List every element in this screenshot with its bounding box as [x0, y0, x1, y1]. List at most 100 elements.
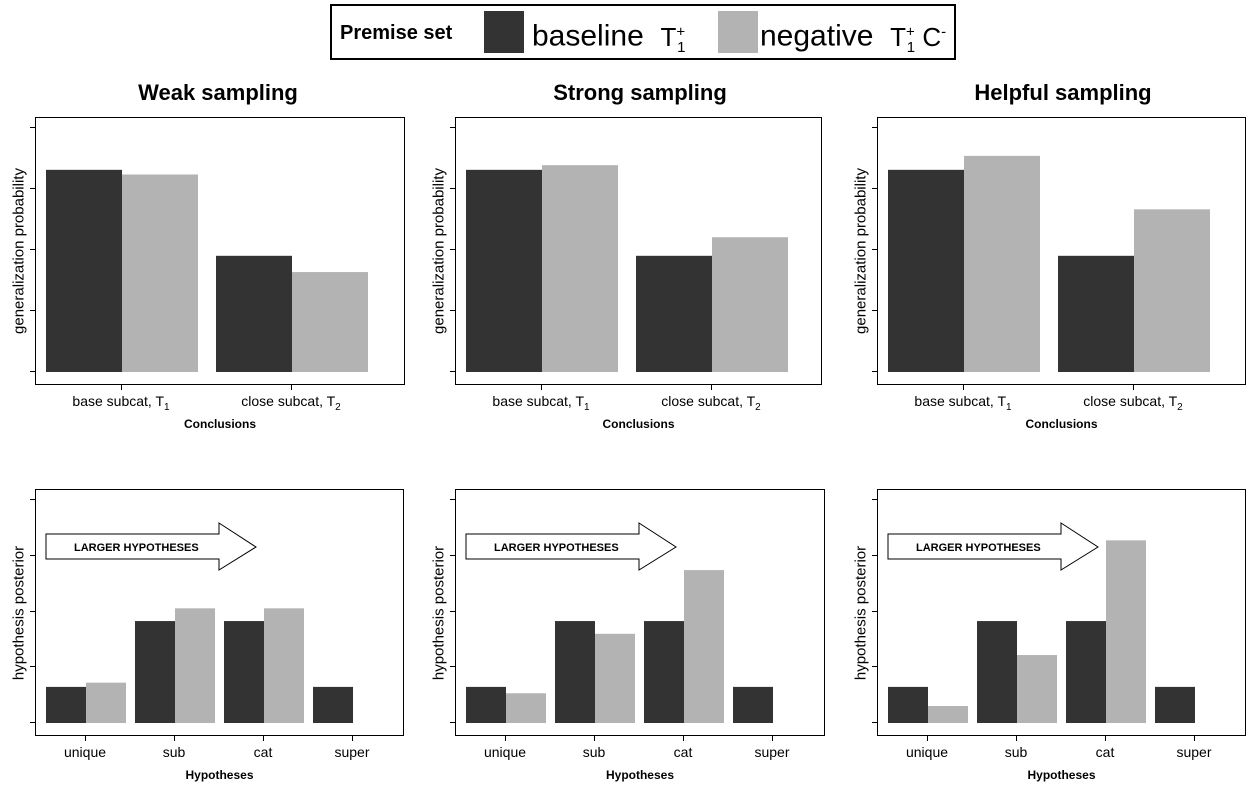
- x-axis-label: Conclusions: [183, 417, 257, 431]
- legend-symbol-negative: T+1 C-: [890, 21, 947, 56]
- legend-swatch-negative: [718, 11, 758, 53]
- bar-baseline: [224, 621, 264, 723]
- plot-area: [455, 117, 822, 385]
- x-tick-label: cat: [253, 744, 273, 760]
- y-axis-tick: [30, 371, 35, 372]
- y-axis-label: generalization probability: [852, 168, 870, 334]
- x-axis-tick: [1105, 736, 1106, 741]
- bar-negative: [122, 174, 198, 372]
- y-axis-tick: [30, 310, 35, 311]
- x-axis-label: Hypotheses: [1027, 768, 1096, 782]
- chart-title: Strong sampling: [553, 80, 727, 105]
- bar-baseline: [1058, 255, 1134, 372]
- x-axis-tick: [594, 736, 595, 741]
- y-axis-label: generalization probability: [10, 168, 28, 334]
- y-axis-tick: [872, 554, 877, 556]
- arrow-shape: [465, 522, 677, 571]
- arrow-label: LARGER HYPOTHESES: [74, 542, 199, 554]
- y-axis-tick: [450, 127, 455, 128]
- bar-baseline: [135, 621, 175, 723]
- legend: Premise set baseline T+1 negative T+1 C-: [330, 4, 956, 60]
- bar-negative: [175, 608, 215, 723]
- arrow-label: LARGER HYPOTHESES: [916, 542, 1041, 554]
- bar-baseline: [733, 686, 773, 723]
- y-axis-tick: [872, 188, 877, 189]
- bar-baseline: [1066, 621, 1106, 723]
- y-axis-tick: [30, 610, 35, 612]
- y-axis-tick: [30, 127, 35, 128]
- legend-title: Premise set: [340, 22, 453, 44]
- bar-baseline: [1155, 686, 1195, 723]
- bar-negative: [292, 272, 368, 372]
- bar-negative: [684, 570, 724, 723]
- chart-marks: LARGER HYPOTHESES: [465, 522, 773, 723]
- bar-baseline: [466, 686, 506, 723]
- chart-marks: LARGER HYPOTHESES: [887, 522, 1195, 723]
- bar-baseline: [888, 169, 964, 372]
- x-axis-tick: [505, 736, 506, 741]
- x-tick-label: base subcat, T1: [914, 393, 1012, 413]
- y-axis-tick: [872, 127, 877, 128]
- y-axis-tick: [872, 371, 877, 372]
- plot-area: LARGER HYPOTHESES: [877, 489, 1246, 736]
- x-tick-label: sub: [582, 744, 606, 760]
- x-tick-label: base subcat, T1: [492, 393, 590, 413]
- x-tick-label: super: [334, 744, 370, 760]
- x-axis-tick: [711, 385, 712, 390]
- y-axis-tick: [872, 310, 877, 311]
- bar-negative: [595, 633, 635, 723]
- x-axis-tick: [1016, 736, 1017, 741]
- bar-negative: [1134, 209, 1210, 372]
- bar-baseline: [888, 686, 928, 723]
- x-axis-label: Hypotheses: [185, 768, 254, 782]
- x-axis-tick: [963, 385, 964, 390]
- x-axis-label: Conclusions: [602, 417, 675, 431]
- x-tick-label: super: [754, 744, 790, 760]
- x-axis-tick: [1133, 385, 1134, 390]
- bar-negative: [542, 165, 618, 372]
- legend-swatch-baseline: [484, 11, 524, 53]
- bar-baseline: [977, 621, 1017, 723]
- chart-marks: LARGER HYPOTHESES: [45, 522, 353, 723]
- y-axis-label: generalization probability: [430, 168, 448, 334]
- x-tick-label: sub: [1004, 744, 1028, 760]
- x-tick-label: unique: [483, 744, 527, 760]
- x-tick-label: sub: [162, 744, 186, 760]
- plot-area: [877, 117, 1246, 385]
- bar-baseline: [313, 686, 353, 723]
- bar-negative: [964, 155, 1040, 372]
- x-axis-tick: [291, 385, 292, 390]
- bar-baseline: [636, 255, 712, 372]
- bar-negative: [1106, 540, 1146, 723]
- y-axis-tick: [450, 371, 455, 372]
- legend-text-baseline: baseline: [532, 19, 644, 53]
- y-axis-label: hypothesis posterior: [10, 545, 28, 680]
- legend-label-baseline: baseline T+1: [532, 14, 685, 66]
- chart-marks: [466, 165, 788, 372]
- larger-hypotheses-arrow: LARGER HYPOTHESES: [45, 522, 257, 571]
- legend-label-negative: negative T+1 C-: [760, 14, 946, 66]
- y-axis-tick: [30, 499, 35, 500]
- x-axis-tick: [174, 736, 175, 741]
- y-axis-tick: [30, 666, 35, 668]
- x-tick-label: close subcat, T2: [241, 393, 341, 413]
- y-axis-tick: [30, 722, 35, 723]
- plot-area: [35, 117, 405, 385]
- x-tick-label: unique: [63, 744, 107, 760]
- larger-hypotheses-arrow: LARGER HYPOTHESES: [465, 522, 677, 571]
- x-axis-tick: [683, 736, 684, 741]
- x-axis-tick: [541, 385, 542, 390]
- y-axis-tick: [450, 554, 455, 556]
- x-tick-label: close subcat, T2: [661, 393, 761, 413]
- y-axis-tick: [30, 249, 35, 250]
- bar-baseline: [46, 686, 86, 723]
- arrow-label: LARGER HYPOTHESES: [494, 542, 619, 554]
- x-tick-label: close subcat, T2: [1083, 393, 1183, 413]
- y-axis-tick: [450, 249, 455, 250]
- y-axis-tick: [30, 554, 35, 556]
- x-axis-tick: [121, 385, 122, 390]
- bar-negative: [1017, 655, 1057, 723]
- plot-area: LARGER HYPOTHESES: [35, 489, 404, 736]
- x-tick-label: super: [1176, 744, 1212, 760]
- chart-title: Helpful sampling: [974, 80, 1152, 105]
